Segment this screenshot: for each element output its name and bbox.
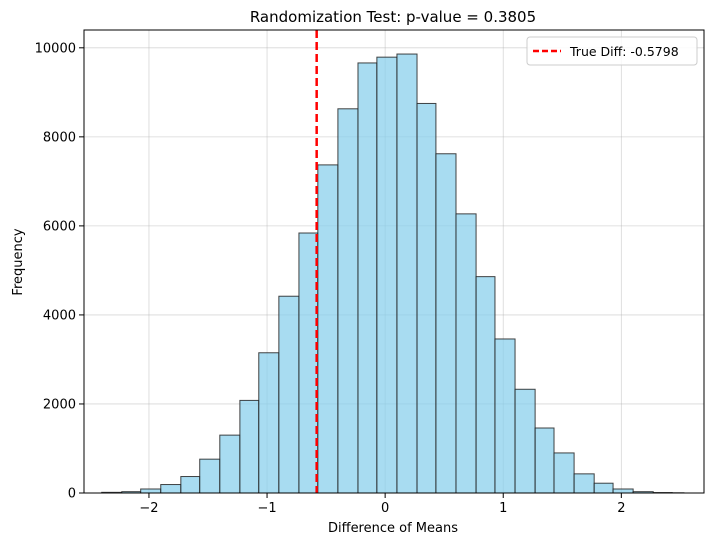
y-tick-label: 4000 bbox=[43, 308, 76, 323]
histogram-bar bbox=[435, 153, 457, 494]
histogram-bar bbox=[514, 388, 536, 494]
histogram-bars bbox=[101, 53, 685, 494]
histogram-bar bbox=[475, 276, 496, 494]
x-tick-label: 0 bbox=[381, 501, 389, 516]
histogram-bar bbox=[337, 108, 359, 494]
legend-entry-true-diff: True Diff: -0.5798 bbox=[569, 44, 679, 59]
legend: True Diff: -0.5798 bbox=[526, 36, 698, 66]
histogram-bar bbox=[612, 488, 634, 494]
histogram-bar bbox=[416, 102, 437, 494]
histogram-bar bbox=[317, 164, 339, 494]
histogram-bar bbox=[376, 56, 398, 494]
y-tick-label: 6000 bbox=[43, 219, 76, 234]
histogram-bar bbox=[357, 62, 378, 494]
x-axis-label: Difference of Means bbox=[328, 521, 458, 536]
histogram-bar bbox=[396, 53, 418, 494]
histogram-bar bbox=[199, 458, 221, 494]
histogram-bar bbox=[180, 476, 201, 494]
chart-title: Randomization Test: p-value = 0.3805 bbox=[250, 8, 536, 26]
histogram-bar bbox=[298, 232, 319, 494]
legend-box bbox=[526, 36, 698, 66]
y-tick-label: 10000 bbox=[35, 41, 76, 56]
histogram-bar bbox=[494, 338, 516, 494]
histogram-bar bbox=[455, 213, 477, 494]
x-tick-label: 2 bbox=[617, 501, 625, 516]
x-tick-label: −2 bbox=[139, 501, 158, 516]
histogram-bar bbox=[534, 427, 555, 494]
y-axis-ticks: 0 2000 4000 6000 8000 10000 bbox=[35, 41, 84, 502]
histogram-bar bbox=[219, 434, 241, 494]
histogram-bar bbox=[593, 482, 614, 494]
histogram-bar bbox=[140, 488, 162, 494]
histogram-bar bbox=[553, 452, 575, 494]
plot-frame bbox=[83, 29, 705, 494]
histogram-bar bbox=[573, 473, 595, 494]
x-tick-label: −1 bbox=[257, 501, 276, 516]
histogram-bar bbox=[160, 484, 182, 494]
y-axis-label: Frequency bbox=[11, 228, 26, 295]
x-axis-ticks: −2 −1 0 1 2 bbox=[139, 493, 625, 516]
y-tick-label: 8000 bbox=[43, 130, 76, 145]
x-tick-label: 1 bbox=[499, 501, 507, 516]
y-tick-label: 2000 bbox=[43, 397, 76, 412]
histogram-bar bbox=[278, 295, 300, 494]
histogram-bar bbox=[258, 352, 280, 494]
histogram-bar bbox=[239, 399, 260, 494]
y-tick-label: 0 bbox=[68, 487, 76, 502]
